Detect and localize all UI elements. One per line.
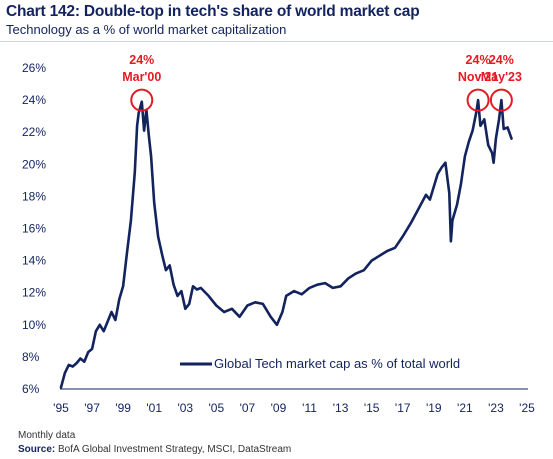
legend-label: Global Tech market cap as % of total wor… [214,356,460,371]
annotation-value: 24% [489,53,514,67]
y-tick-label: 12% [22,286,46,300]
annotation-label: Nov'21 [458,70,499,84]
x-tick-label: '99 [115,401,131,415]
peak-marker-circle [489,88,513,112]
y-tick-label: 26% [22,61,46,75]
footer-source: Source: BofA Global Investment Strategy,… [18,444,291,455]
y-tick-label: 6% [22,382,40,396]
x-tick-label: '03 [177,401,193,415]
x-tick-label: '95 [53,401,69,415]
source-text: BofA Global Investment Strategy, MSCI, D… [58,444,292,455]
annotation-label: Mar'00 [122,70,161,84]
title-divider [0,41,553,42]
x-tick-label: '05 [209,401,225,415]
x-tick-label: '01 [146,401,162,415]
x-tick-label: '11 [302,401,317,415]
x-axis-ticks: '95 '97 '99 '01 '03 '05 '07 '09 '11 '13 '15 '17 '19 '… [53,401,535,415]
annotation-label: May'23 [481,70,522,84]
y-tick-label: 18% [22,189,46,203]
x-tick-label: '07 [240,401,256,415]
y-tick-label: 22% [22,125,46,139]
x-tick-label: '13 [333,401,349,415]
peak-marker-circle [130,88,154,112]
y-tick-label: 14% [22,254,46,268]
series-group [59,98,513,389]
x-tick-label: '09 [271,401,287,415]
y-tick-label: 16% [22,222,46,236]
chart-title: Chart 142: Double-top in tech's share of… [6,3,420,20]
y-tick-label: 8% [22,350,40,364]
annotation-group: 24% Mar'00 24% Nov'21 24% May'23 [122,53,522,112]
chart-subtitle: Technology as a % of world market capita… [6,22,287,37]
x-tick-label: '17 [395,401,411,415]
footer-note: Monthly data [18,430,76,441]
y-tick-label: 24% [22,93,46,107]
x-tick-label: '15 [364,401,380,415]
x-tick-label: '23 [488,401,504,415]
y-axis-ticks: 26% 24% 22% 20% 18% 16% 14% 12% 10% 8% 6% [22,61,46,396]
y-tick-label: 20% [22,157,46,171]
x-tick-label: '19 [426,401,442,415]
peak-marker-circle [466,88,490,112]
annotation-value: 24% [129,53,154,67]
annotation-value: 24% [466,53,491,67]
x-tick-label: '21 [457,401,473,415]
x-tick-label: '25 [519,401,535,415]
series-line-0 [59,98,513,389]
y-tick-label: 10% [22,318,46,332]
legend: Global Tech market cap as % of total wor… [180,356,460,371]
x-tick-label: '97 [84,401,100,415]
source-label: Source: [18,444,56,455]
